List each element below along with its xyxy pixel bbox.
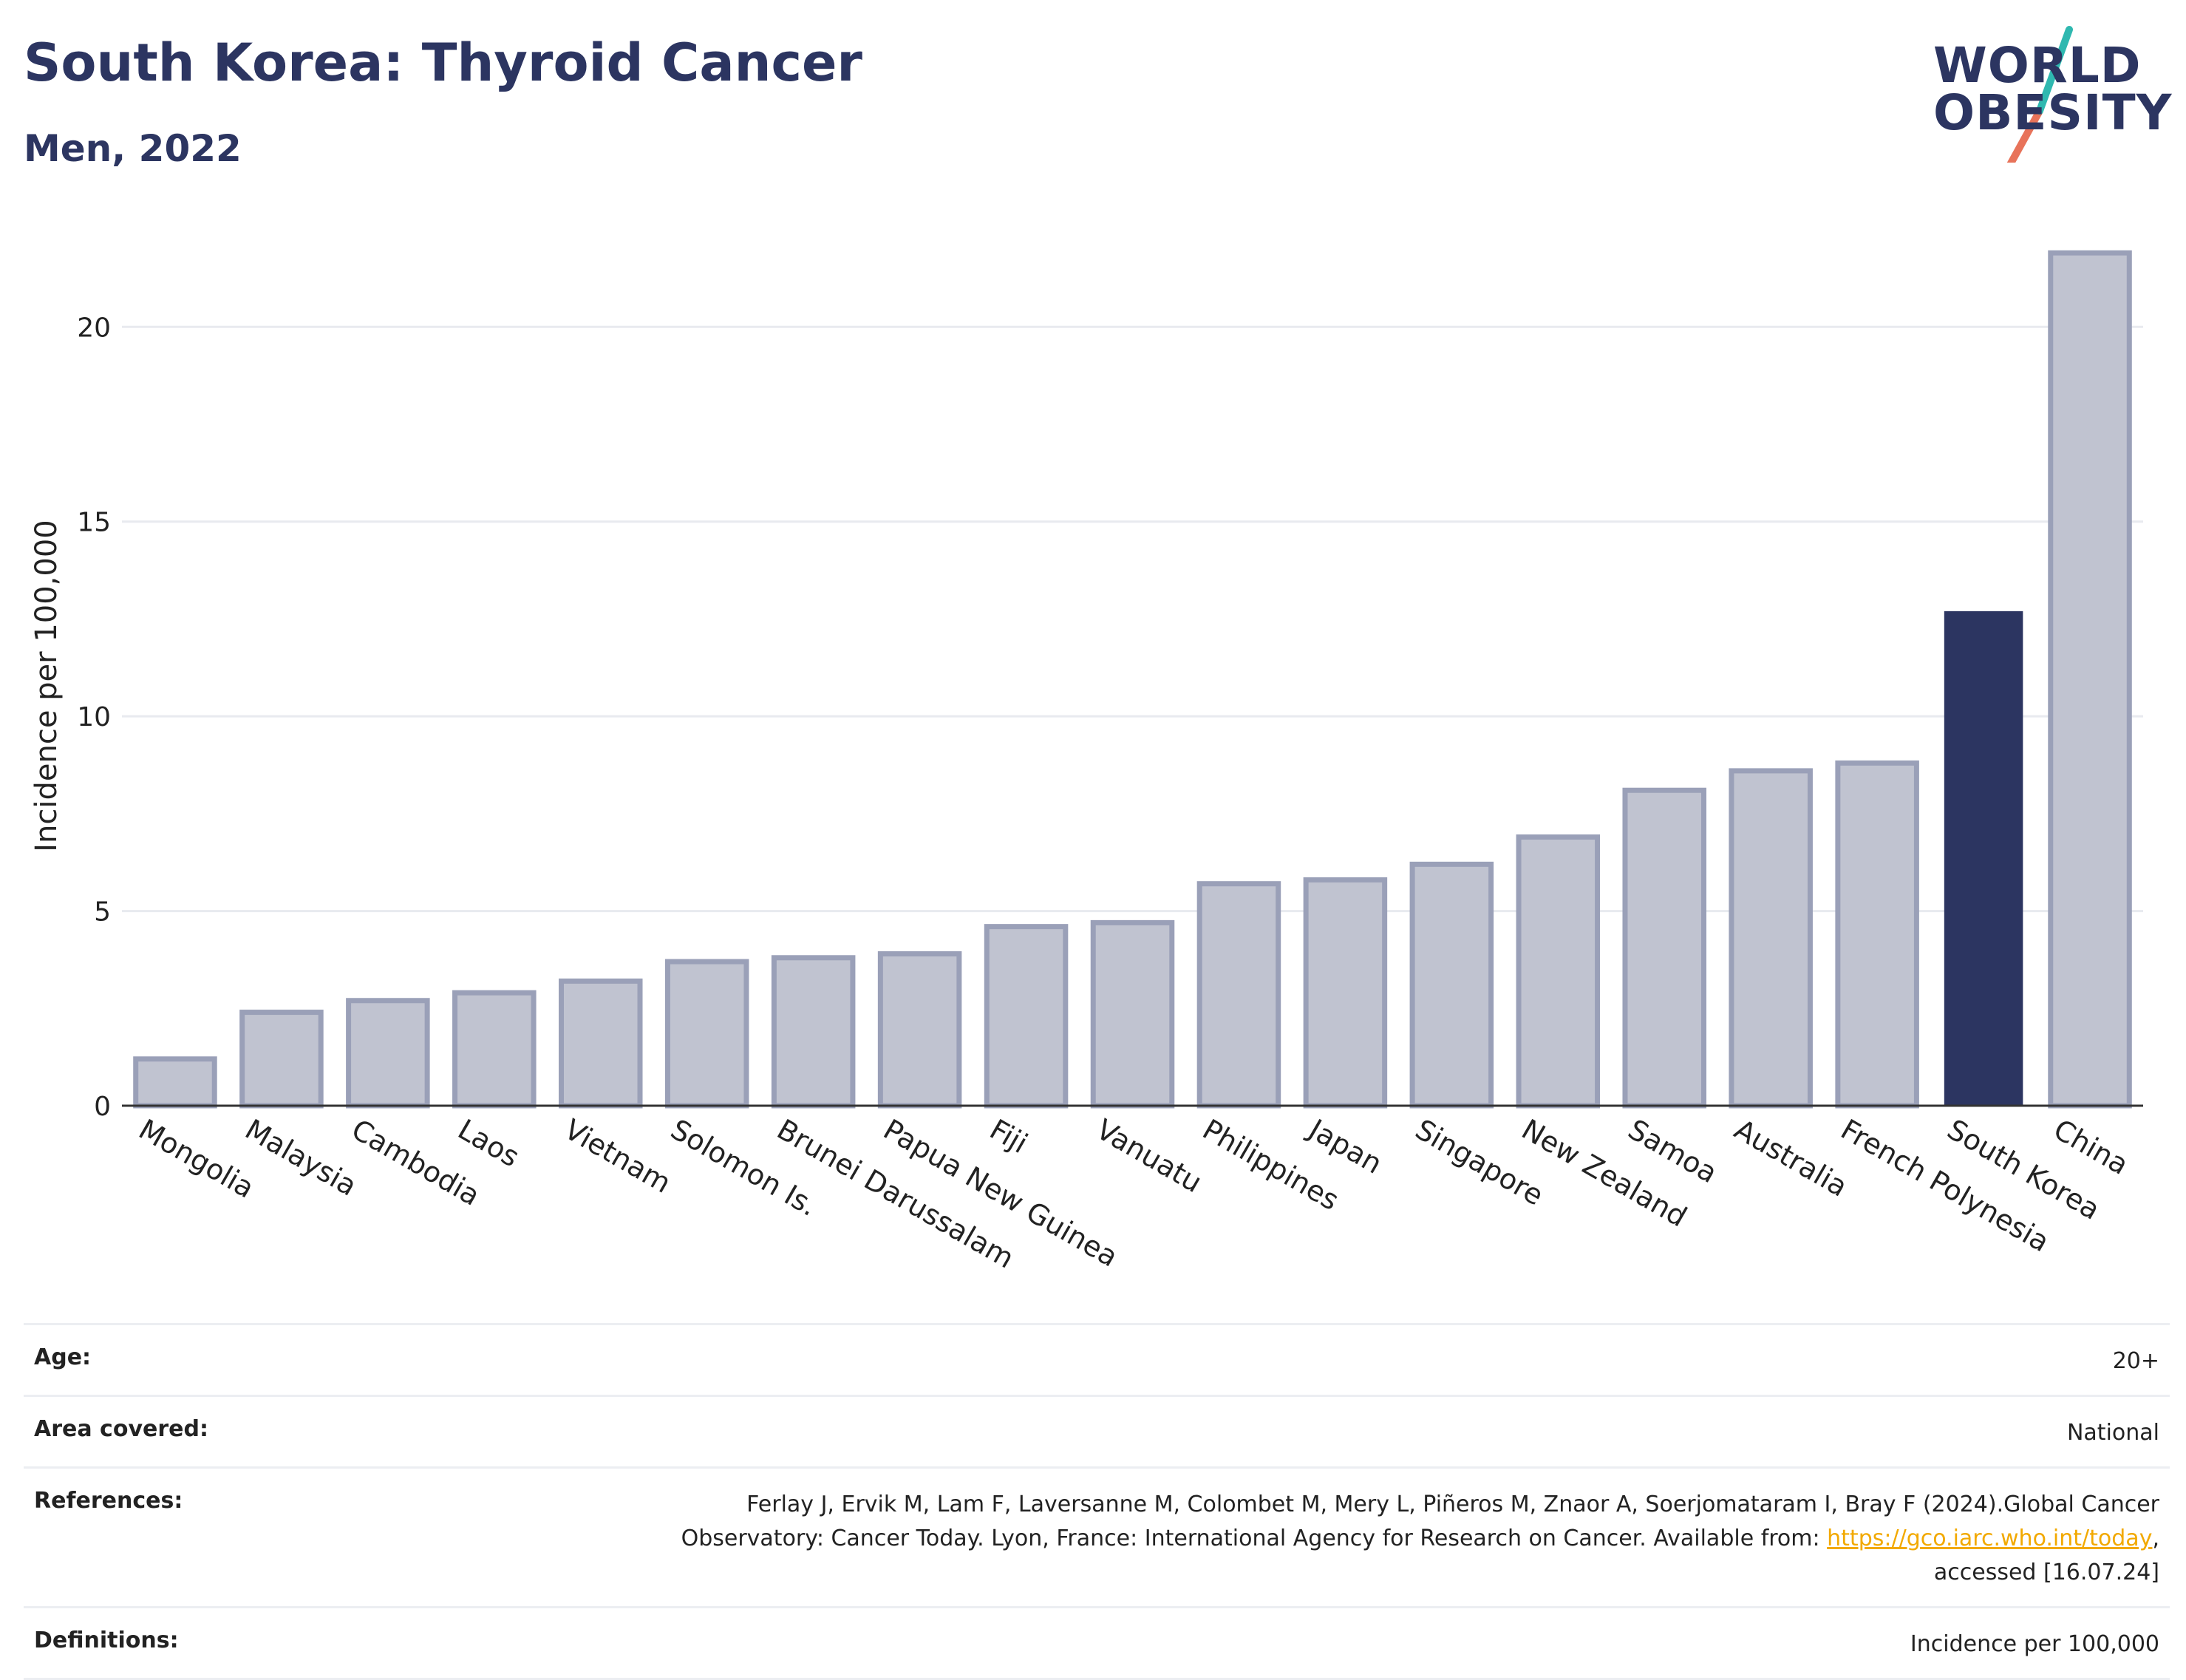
bar-french-polynesia bbox=[1835, 760, 1919, 1109]
x-tick-label: Laos bbox=[452, 1113, 525, 1174]
bar-vanuatu bbox=[1090, 919, 1175, 1109]
y-tick-labels: 0 5 10 15 20 bbox=[77, 313, 111, 1122]
bar-papua-new-guinea bbox=[877, 951, 962, 1109]
y-tick-label: 5 bbox=[94, 897, 111, 928]
bar-japan bbox=[1303, 877, 1388, 1109]
references-value: Ferlay J, Ervik M, Lam F, Laversanne M, … bbox=[681, 1488, 2159, 1590]
page-subtitle: Men, 2022 bbox=[24, 127, 242, 170]
bar-mongolia bbox=[133, 1056, 217, 1109]
page-title: South Korea: Thyroid Cancer bbox=[24, 33, 862, 93]
references-line-1: Ferlay J, Ervik M, Lam F, Laversanne M, … bbox=[746, 1492, 2159, 1517]
y-tick-label: 10 bbox=[77, 702, 111, 732]
bars bbox=[133, 250, 2132, 1109]
bar-vietnam bbox=[559, 978, 643, 1109]
bar-malaysia bbox=[239, 1010, 324, 1109]
x-tick-label: China bbox=[2049, 1113, 2134, 1181]
logo-line-2: OBESITY bbox=[1933, 84, 2173, 141]
x-tick-label: Vanuatu bbox=[1091, 1113, 1208, 1199]
y-tick-label: 15 bbox=[77, 508, 111, 538]
bar-brunei-darussalam bbox=[771, 955, 856, 1109]
bar-cambodia bbox=[346, 998, 430, 1109]
x-tick-label: Fiji bbox=[984, 1113, 1033, 1160]
logo-slash-icon bbox=[2006, 26, 2073, 163]
bar-australia bbox=[1729, 768, 1813, 1109]
references-line-2-prefix: Observatory: Cancer Today. Lyon, France:… bbox=[681, 1526, 1828, 1551]
bar-singapore bbox=[1409, 861, 1494, 1109]
references-line-3: accessed [16.07.24] bbox=[1933, 1560, 2159, 1585]
bar-new-zealand bbox=[1516, 834, 1601, 1109]
x-tick-label: Australia bbox=[1729, 1113, 1853, 1203]
age-label: Age: bbox=[34, 1344, 92, 1370]
meta-row-definitions: Definitions: Incidence per 100,000 bbox=[24, 1606, 2170, 1680]
definitions-value: Incidence per 100,000 bbox=[1910, 1631, 2159, 1657]
definitions-label: Definitions: bbox=[34, 1628, 179, 1653]
references-link[interactable]: https://gco.iarc.who.int/today bbox=[1827, 1526, 2153, 1551]
bar-fiji bbox=[984, 924, 1069, 1109]
y-tick-label: 20 bbox=[77, 313, 111, 343]
meta-row-area: Area covered: National bbox=[24, 1395, 2170, 1466]
age-value: 20+ bbox=[2112, 1348, 2159, 1374]
x-tick-label: Japan bbox=[1302, 1112, 1388, 1180]
references-label: References: bbox=[34, 1488, 183, 1514]
bar-laos bbox=[452, 990, 537, 1109]
bar-philippines bbox=[1196, 881, 1281, 1109]
logo-line-1: WORLD bbox=[1933, 37, 2142, 94]
bar-china bbox=[2048, 250, 2132, 1109]
bar-solomon-is bbox=[664, 959, 749, 1109]
y-axis-label: Incidence per 100,000 bbox=[30, 520, 64, 852]
area-label: Area covered: bbox=[34, 1416, 208, 1442]
x-tick-label: Vietnam bbox=[559, 1113, 676, 1200]
metadata-table: Age: 20+ Area covered: National Referenc… bbox=[24, 1323, 2170, 1680]
area-value: National bbox=[2066, 1420, 2159, 1446]
x-tick-label: Malaysia bbox=[239, 1113, 362, 1203]
references-line-2: Observatory: Cancer Today. Lyon, France:… bbox=[681, 1522, 2159, 1556]
y-tick-label: 0 bbox=[94, 1092, 111, 1122]
x-tick-label: Mongolia bbox=[133, 1113, 259, 1205]
meta-row-references: References: Ferlay J, Ervik M, Lam F, La… bbox=[24, 1466, 2170, 1606]
world-obesity-logo: WORLD OBESITY bbox=[1921, 22, 2173, 163]
meta-row-age: Age: 20+ bbox=[24, 1323, 2170, 1395]
bar-samoa bbox=[1622, 787, 1706, 1109]
bar-south-korea bbox=[1944, 611, 2023, 1106]
references-line-2-suffix: , bbox=[2152, 1526, 2159, 1551]
